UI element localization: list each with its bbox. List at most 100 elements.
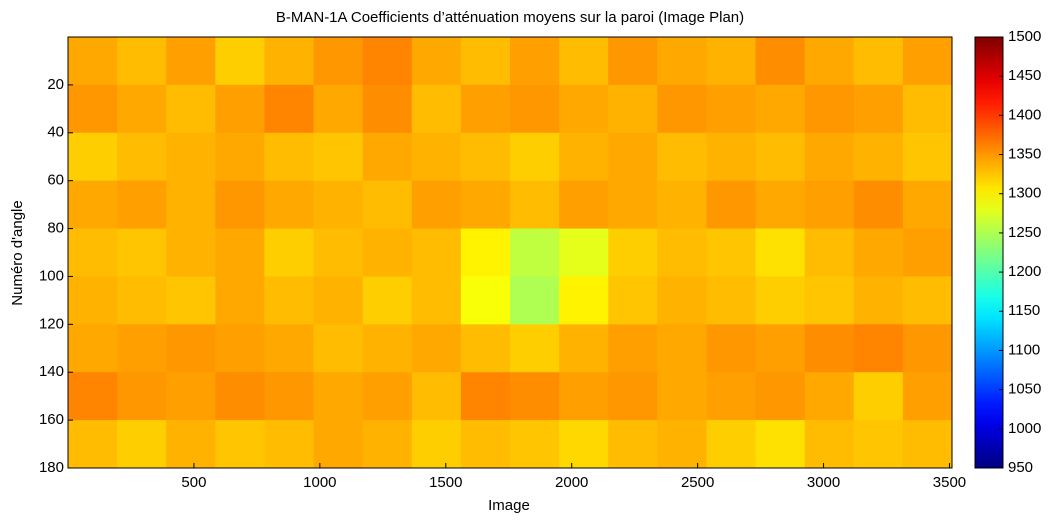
heatmap-cell [706,37,757,86]
heatmap-cell [755,420,806,469]
heatmap-cell [804,372,855,421]
heatmap-cell [215,372,265,421]
colorbar-tick-label: 1450 [1008,67,1041,84]
heatmap-cell [657,372,707,421]
heatmap-cell [362,132,413,182]
heatmap-cell [411,324,462,373]
heatmap-cell [215,37,265,86]
heatmap-cell [559,420,609,469]
heatmap-cell [755,228,806,277]
heatmap-cell [853,420,904,469]
heatmap-cell [559,37,609,86]
heatmap-cell [117,180,167,230]
y-tick-label: 40 [47,124,64,141]
heatmap-cell [264,37,315,86]
y-tick-label: 140 [39,363,64,380]
heatmap-cell [902,276,953,325]
heatmap-cell [313,420,364,469]
heatmap-cell [510,180,560,230]
heatmap-cell [460,324,511,373]
heatmap-cell [68,276,118,325]
heatmap-cell [313,132,364,182]
heatmap-cell [166,324,216,373]
heatmap-cell [755,84,806,134]
colorbar-tick-label: 1100 [1008,341,1040,358]
heatmap-cell [755,37,806,86]
heatmap-cell [264,180,315,230]
x-tick-label: 1500 [429,474,462,491]
heatmap-cell [411,372,462,421]
heatmap-cell [657,84,707,134]
heatmap-cell [559,180,609,230]
heatmap-cell [460,180,511,230]
heatmap-cell [68,372,118,421]
heatmap-cell [460,276,511,325]
heatmap-cell [264,84,315,134]
heatmap-cell [608,420,658,469]
colorbar-tick-label: 1250 [1008,224,1041,241]
heatmap-cell [460,37,511,86]
heatmap-cell [706,372,757,421]
heatmap-cell [706,276,757,325]
heatmap-cell [902,420,953,469]
heatmap-cell [215,84,265,134]
heatmap-cell [313,228,364,277]
heatmap-cell [411,276,462,325]
heatmap-cell [706,84,757,134]
heatmap-cell [853,84,904,134]
heatmap-cell [657,324,707,373]
heatmap-cell [902,84,953,134]
heatmap-cell [264,372,315,421]
heatmap-cell [804,276,855,325]
heatmap-cell [460,228,511,277]
heatmap-cell [362,324,413,373]
heatmap-cell [853,228,904,277]
heatmap-cell [460,84,511,134]
heatmap-cell [657,132,707,182]
y-tick-label: 60 [47,172,64,189]
heatmap-cell [313,324,364,373]
y-tick-label: 160 [39,411,64,428]
heatmap-cell [755,324,806,373]
heatmap-cell [362,372,413,421]
heatmap-cell [657,228,707,277]
heatmap-cell [411,228,462,277]
heatmap-cell [117,276,167,325]
heatmap-cell [362,84,413,134]
colorbar-tick-label: 1150 [1008,302,1040,319]
heatmap-cell [657,420,707,469]
heatmap-cell [853,372,904,421]
heatmap-cell [608,276,658,325]
heatmap-cell [608,372,658,421]
heatmap-cell [362,228,413,277]
heatmap-cell [608,84,658,134]
chart-title: B-MAN-1A Coefficients d’atténuation moye… [276,9,744,26]
heatmap-cell [166,84,216,134]
heatmap-cell [657,180,707,230]
heatmap-cell [608,228,658,277]
heatmap-cell [853,324,904,373]
heatmap-cell [68,324,118,373]
heatmap-cell [68,37,118,86]
heatmap-cell [460,132,511,182]
heatmap-cell [902,324,953,373]
heatmap-cell [706,132,757,182]
heatmap-cell [68,420,118,469]
y-axis-label: Numéro d'angle [9,200,26,305]
heatmap-cell [166,228,216,277]
heatmap-cell [559,228,609,277]
heatmap-cell [215,276,265,325]
heatmap-cell [755,132,806,182]
heatmap-cell [657,276,707,325]
colorbar [974,36,1004,469]
heatmap-cell [166,372,216,421]
x-tick-label: 3000 [807,474,840,491]
heatmap-cell [117,37,167,86]
heatmap-cell [264,324,315,373]
heatmap-cell [362,180,413,230]
colorbar-tick-label: 1400 [1008,106,1041,123]
colorbar-tick-label: 1200 [1008,263,1041,280]
heatmap-cell [510,37,560,86]
heatmap-cell [755,276,806,325]
heatmap-cell [559,324,609,373]
